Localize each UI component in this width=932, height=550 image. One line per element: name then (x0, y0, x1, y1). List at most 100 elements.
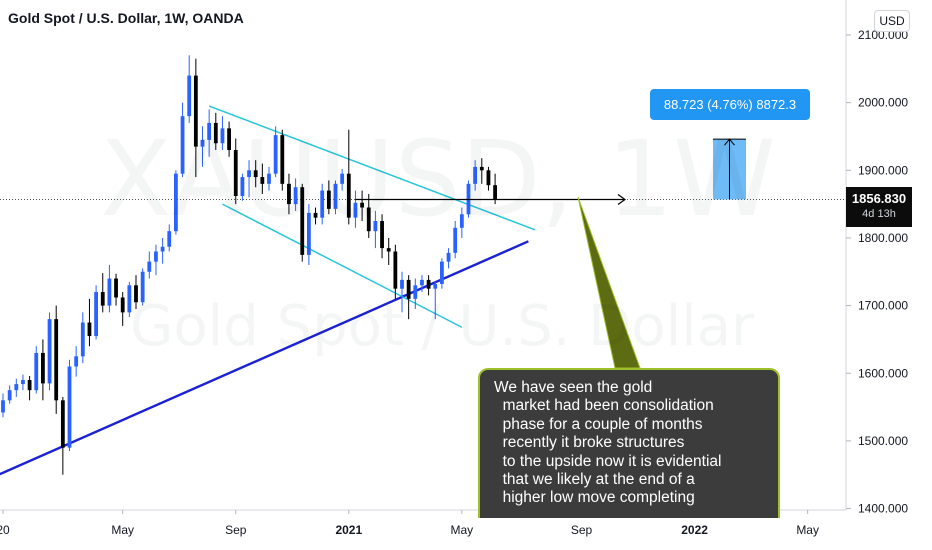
candle-body (320, 190, 325, 218)
chart-title: Gold Spot / U.S. Dollar, 1W, OANDA (8, 10, 244, 26)
candle-body (180, 116, 185, 174)
candle-body (200, 139, 205, 147)
candle-body (154, 251, 158, 262)
price-axis[interactable]: 2100.0002000.0001900.0001800.0001700.000… (846, 28, 908, 516)
candle-body (107, 278, 112, 306)
candle-body (127, 285, 132, 313)
y-tick-label: 1900.000 (858, 163, 908, 177)
candle-body (147, 261, 152, 272)
candle-body (134, 285, 138, 303)
candle-body (453, 227, 458, 253)
candle-body (240, 177, 245, 197)
trendline-layer (0, 105, 536, 476)
candle-body (1, 400, 5, 413)
candle-body (74, 356, 79, 367)
callout-line: We have seen the gold (494, 379, 653, 396)
measure-label: 88.723 (4.76%) 8872.3 (650, 89, 810, 120)
x-tick-label: 2021 (335, 523, 362, 537)
drawings-layer (355, 138, 746, 369)
x-tick-label: 20 (0, 523, 10, 537)
candle-body (313, 212, 318, 218)
candle-body (486, 170, 491, 186)
candle-body (174, 173, 178, 232)
candle-body (41, 352, 45, 384)
candle-body (94, 292, 98, 337)
channel-lower-line (222, 203, 463, 328)
candle-body (446, 252, 451, 262)
callout-note[interactable]: We have seen the gold market had been co… (478, 368, 780, 518)
candle-body (100, 292, 105, 306)
y-tick-label: 1600.000 (858, 366, 908, 380)
last-price: 1856.830 (851, 191, 907, 206)
candle-body (386, 248, 391, 252)
candle-body (220, 128, 225, 144)
y-tick-label: 1400.000 (858, 502, 908, 516)
candle-body (459, 214, 464, 228)
candle-body (360, 202, 364, 208)
candle-body (273, 135, 278, 174)
candle-body (420, 279, 424, 286)
candle-body (253, 170, 258, 178)
candle-body (187, 75, 192, 117)
candle-body (27, 380, 32, 391)
candle-body (207, 122, 212, 140)
candle-body (67, 366, 72, 448)
candle-body (440, 261, 444, 284)
callout-line: to the upside now it is evidential (494, 452, 722, 470)
candle-body (21, 380, 25, 385)
candle-body (326, 190, 331, 209)
bar-countdown: 4d 13h (862, 208, 896, 220)
candle-body (7, 390, 12, 401)
y-tick-label: 1700.000 (858, 299, 908, 313)
candle-body (54, 319, 59, 401)
x-tick-label: Sep (571, 523, 593, 537)
candle-body (34, 352, 39, 391)
x-tick-label: May (796, 523, 819, 537)
callout-line: higher low move completing (494, 489, 695, 507)
x-tick-label: 2022 (681, 523, 708, 537)
candle-body (413, 285, 418, 299)
last-price-tag: 1856.830 4d 13h (846, 187, 912, 227)
candle-body (493, 185, 497, 200)
channel-upper-line (208, 105, 536, 231)
candle-body (333, 183, 338, 209)
candle-body (213, 122, 218, 144)
candle-body (260, 177, 265, 184)
ray-arrowhead (617, 194, 627, 205)
candle-body (380, 221, 384, 249)
y-tick-label: 1800.000 (858, 231, 908, 245)
candle-body (47, 319, 52, 384)
candle-body (287, 183, 291, 205)
candle-body (114, 278, 118, 298)
callout-line: phase for a couple of months (494, 415, 703, 433)
candle-body (393, 251, 398, 289)
candle-body (346, 173, 351, 218)
candle-body (433, 283, 438, 289)
callout-line: that we likely at the end of a (494, 471, 695, 489)
candle-body (14, 384, 19, 391)
currency-button[interactable]: USD (874, 10, 910, 32)
candle-body (140, 271, 145, 303)
candle-body (473, 166, 478, 184)
candle-body (400, 279, 404, 289)
candle-body (373, 221, 378, 232)
candle-body (406, 279, 411, 299)
candles-layer (1, 55, 497, 475)
candle-body (366, 207, 371, 232)
support-trendline (0, 240, 529, 476)
candle-body (280, 135, 285, 184)
x-tick-label: Sep (225, 523, 247, 537)
candle-body (227, 128, 231, 151)
candle-body (293, 187, 298, 205)
candle-body (340, 173, 345, 184)
candle-body (353, 202, 358, 218)
y-tick-label: 2000.000 (858, 96, 908, 110)
candle-body (247, 170, 251, 178)
y-tick-label: 1500.000 (858, 434, 908, 448)
symbol-watermark: XAUUSD, 1W (100, 118, 776, 240)
callout-line: market had been consolidation (494, 397, 714, 415)
candle-body (160, 246, 165, 252)
description-watermark: Gold Spot / U.S. Dollar (130, 294, 754, 359)
candle-body (80, 322, 85, 357)
